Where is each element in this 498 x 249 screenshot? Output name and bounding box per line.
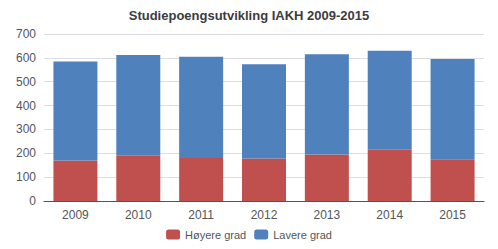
svg-text:Lavere grad: Lavere grad — [273, 229, 332, 241]
svg-text:500: 500 — [16, 75, 36, 89]
svg-text:Studiepoengsutvikling IAKH 200: Studiepoengsutvikling IAKH 2009-2015 — [129, 8, 370, 23]
svg-text:2011: 2011 — [188, 208, 214, 222]
svg-text:2013: 2013 — [314, 208, 341, 222]
svg-text:400: 400 — [16, 99, 36, 113]
svg-text:2009: 2009 — [62, 208, 89, 222]
svg-text:700: 700 — [16, 27, 36, 41]
svg-text:300: 300 — [16, 122, 36, 136]
svg-text:2012: 2012 — [251, 208, 278, 222]
svg-text:0: 0 — [29, 194, 36, 208]
svg-text:2010: 2010 — [125, 208, 152, 222]
svg-text:200: 200 — [16, 146, 36, 160]
svg-text:2014: 2014 — [376, 208, 403, 222]
svg-text:2015: 2015 — [439, 208, 466, 222]
svg-text:600: 600 — [16, 51, 36, 65]
svg-text:Høyere grad: Høyere grad — [185, 229, 246, 241]
svg-text:100: 100 — [16, 170, 36, 184]
